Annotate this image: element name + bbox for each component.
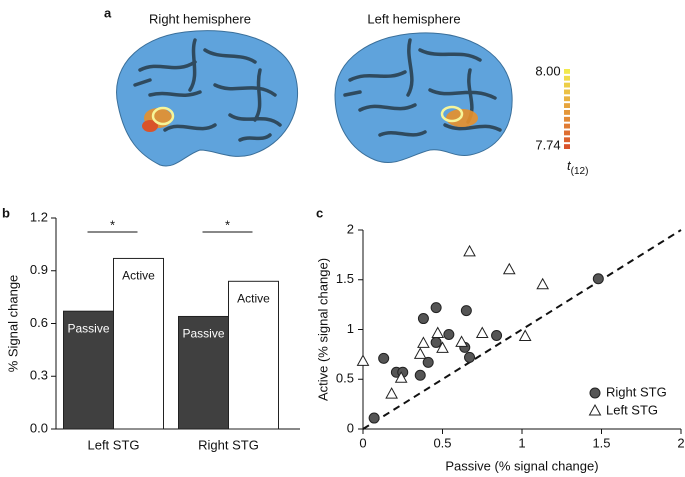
- colorbar-cell: [564, 110, 570, 115]
- triangle-marker: [356, 354, 370, 366]
- circle-marker: [491, 329, 503, 341]
- colorbar-label: t(12): [567, 158, 588, 176]
- colorbar-cell: [564, 69, 570, 74]
- bar-series-label: Passive: [67, 321, 109, 335]
- image-title: Left hemisphere: [367, 11, 460, 26]
- circle-marker: [368, 412, 380, 424]
- triangle-marker: [385, 387, 398, 399]
- y-tick-label: 0.0: [30, 420, 48, 435]
- colorbar-cell: [564, 123, 570, 129]
- triangle-marker: [502, 262, 516, 275]
- triangle-marker: [455, 335, 468, 347]
- circle-marker: [464, 351, 476, 363]
- x-tick-label: 0.5: [433, 435, 451, 450]
- colorbar-cell: [564, 75, 570, 81]
- colorbar-label-t: t: [567, 158, 572, 173]
- colorbar-tick-label: 7.74: [535, 137, 560, 152]
- colorbar-cell: [564, 137, 570, 143]
- bar: [178, 315, 229, 430]
- left-hemisphere-image: [334, 32, 513, 164]
- triangle-marker: [518, 329, 532, 341]
- circle-marker: [378, 352, 390, 364]
- significance-marker: *: [225, 217, 230, 232]
- legend-label: Right STG: [606, 384, 667, 399]
- y-tick-label: 0.9: [30, 262, 48, 277]
- y-tick-label: 0.5: [336, 371, 354, 386]
- triangle-marker: [436, 341, 449, 353]
- panel-label: c: [316, 205, 323, 220]
- circle-marker: [443, 328, 455, 340]
- y-tick-label: 1.5: [336, 271, 354, 286]
- y-axis-label: % Signal change: [5, 275, 20, 373]
- colorbar-cell: [564, 96, 570, 102]
- colorbar-cell: [564, 144, 570, 149]
- y-tick-label: 2: [347, 221, 354, 236]
- circle-marker: [417, 313, 429, 325]
- significance-marker: *: [110, 217, 115, 232]
- colorbar-tick-label: 8.00: [535, 63, 560, 78]
- triangle-marker: [431, 326, 445, 338]
- triangle-marker: [413, 347, 427, 359]
- colorbar-cell: [564, 130, 570, 136]
- legend-marker: [588, 403, 602, 416]
- colorbar-cell: [564, 89, 570, 95]
- bar-series-label: Active: [237, 291, 270, 305]
- x-tick-label: Left STG: [87, 437, 139, 452]
- bar: [113, 257, 164, 430]
- triangle-marker: [463, 244, 476, 257]
- x-tick-label: 1.5: [592, 435, 610, 450]
- x-tick-label: 1: [518, 435, 525, 450]
- y-axis-label: Active (% signal change): [315, 258, 330, 401]
- colorbar-cell: [564, 82, 570, 88]
- circle-marker: [430, 302, 442, 314]
- colorbar-label-sub: (12): [571, 166, 589, 177]
- bar-series-label: Active: [122, 269, 155, 283]
- panel-label: a: [104, 5, 112, 20]
- colorbar-cell: [564, 103, 570, 108]
- circle-marker: [430, 336, 442, 348]
- right-hemisphere-image: [116, 30, 299, 167]
- x-axis-label: Passive (% signal change): [445, 458, 598, 473]
- bar: [63, 310, 114, 430]
- bar: [228, 280, 279, 430]
- triangle-marker: [475, 326, 489, 338]
- x-tick-label: 2: [677, 435, 684, 450]
- y-tick-label: 0: [347, 420, 354, 435]
- x-tick-label: Right STG: [198, 437, 259, 452]
- y-tick-label: 1: [347, 321, 354, 336]
- y-tick-label: 0.6: [30, 315, 48, 330]
- colorbar-cell: [564, 116, 570, 122]
- legend-marker: [589, 387, 601, 399]
- y-tick-label: 1.2: [30, 209, 48, 224]
- bar-series-label: Passive: [182, 327, 224, 341]
- y-tick-label: 0.3: [30, 368, 48, 383]
- identity-line: [362, 229, 682, 430]
- x-tick-label: 0: [359, 435, 366, 450]
- triangle-marker: [417, 336, 430, 348]
- triangle-marker: [394, 371, 408, 383]
- circle-marker: [592, 273, 604, 285]
- circle-marker: [460, 305, 472, 317]
- triangle-marker: [536, 277, 550, 290]
- circle-marker: [422, 356, 434, 368]
- circle-marker: [414, 369, 426, 381]
- panel-label: b: [2, 205, 10, 220]
- legend-label: Left STG: [606, 402, 658, 417]
- image-title: Right hemisphere: [149, 11, 251, 26]
